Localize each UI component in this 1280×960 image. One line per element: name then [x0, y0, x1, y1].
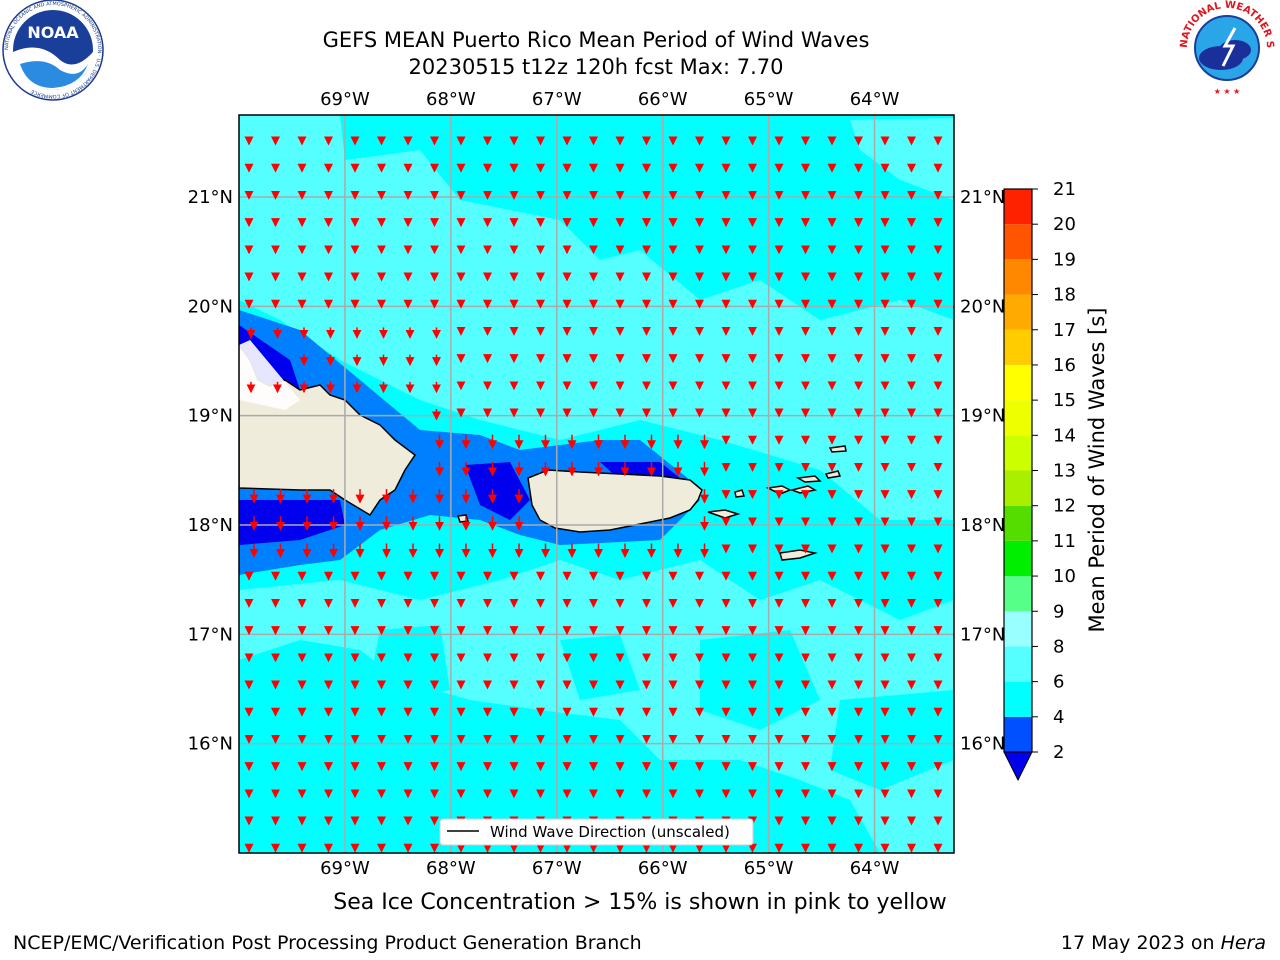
island-st-john — [789, 485, 818, 494]
colorbar-label: Mean Period of Wind Waves [s] — [1085, 307, 1109, 633]
colorbar-tick-label: 19 — [1053, 249, 1076, 270]
lat-tick-label-left: 18°N — [188, 515, 233, 536]
island-anegada — [824, 470, 842, 479]
colorbar-segment — [1004, 224, 1032, 260]
sea-ice-caption: Sea Ice Concentration > 15% is shown in … — [333, 890, 947, 915]
colorbar-segment — [1004, 505, 1032, 541]
noaa-logo: NOAA NATIONAL OCEANIC AND ATMOSPHERIC AD… — [2, 0, 104, 101]
lon-tick-label-bottom: 66°W — [638, 858, 688, 879]
colorbar-tick-label: 8 — [1053, 636, 1064, 657]
lat-tick-label-right: 18°N — [960, 515, 1005, 536]
lat-tick-label-right: 16°N — [960, 734, 1005, 755]
colorbar-tick-label: 17 — [1053, 320, 1076, 341]
lon-tick-label-bottom: 69°W — [320, 858, 370, 879]
colorbar-tick-label: 12 — [1053, 496, 1076, 517]
colorbar-segment — [1004, 576, 1032, 612]
chart-title: GEFS MEAN Puerto Rico Mean Period of Win… — [322, 28, 870, 52]
lon-tick-label-top: 69°W — [320, 89, 370, 110]
lat-tick-label-right: 19°N — [960, 406, 1005, 427]
colorbar-segment — [1004, 259, 1032, 295]
colorbar-tick-label: 6 — [1053, 672, 1064, 693]
colorbar-segment — [1004, 681, 1032, 717]
chart-subtitle: 20230515 t12z 120h fcst Max: 7.70 — [408, 55, 784, 79]
island-culebra — [734, 489, 746, 498]
colorbar-segment — [1004, 294, 1032, 330]
colorbar-segment — [1004, 189, 1032, 225]
footer-date: 17 May 2023 on Hera — [1061, 932, 1266, 954]
colorbar-tick-label: 20 — [1053, 214, 1076, 235]
colorbar-under-extension — [1003, 751, 1033, 782]
footer-machine: Hera — [1220, 932, 1266, 954]
lon-ticks-bottom: 69°W 68°W 67°W 66°W 65°W 64°W — [320, 858, 900, 879]
colorbar-segment — [1004, 400, 1032, 436]
colorbar-segment — [1004, 646, 1032, 682]
colorbar-tick-label: 10 — [1053, 566, 1076, 587]
colorbar-segment — [1004, 364, 1032, 401]
noaa-logo-text: NOAA — [27, 23, 79, 42]
lon-tick-label-top: 67°W — [532, 89, 582, 110]
footer-date-text: 17 May 2023 on — [1060, 932, 1221, 954]
colorbar-segment — [1004, 611, 1032, 647]
colorbar-tick-label: 2 — [1053, 742, 1064, 763]
colorbar-tick-label: 18 — [1053, 285, 1076, 306]
island-sombrero — [828, 445, 847, 453]
colorbar-segment — [1004, 470, 1032, 506]
colorbar-segment — [1004, 716, 1032, 752]
nws-logo: NATIONAL WEATHER SERVICE ★ ★ ★ — [1175, 0, 1275, 96]
colorbar: 2 4 6 8 9 10 11 12 13 14 15 16 17 18 19 20 21 — [1003, 179, 1076, 782]
colorbar-segment — [1004, 329, 1032, 365]
lon-tick-label-top: 65°W — [744, 89, 794, 110]
lon-tick-label-bottom: 65°W — [744, 858, 794, 879]
lon-tick-label-bottom: 64°W — [850, 858, 900, 879]
lat-tick-label-left: 20°N — [188, 296, 233, 317]
map-panel — [239, 115, 954, 853]
colorbar-tick-label: 9 — [1053, 601, 1064, 622]
lon-tick-label-bottom: 68°W — [426, 858, 476, 879]
colorbar-tick-label: 11 — [1053, 531, 1076, 552]
lon-tick-label-top: 66°W — [638, 89, 688, 110]
lat-tick-label-right: 17°N — [960, 624, 1005, 645]
map-frame — [238, 114, 955, 854]
colorbar-tick-label: 21 — [1053, 179, 1076, 200]
lat-tick-label-left: 21°N — [188, 187, 233, 208]
map-legend: Wind Wave Direction (unscaled) — [439, 818, 754, 846]
lat-ticks-right: 21°N 20°N 19°N 18°N 17°N 16°N — [960, 187, 1005, 755]
lat-tick-label-left: 19°N — [188, 406, 233, 427]
island-tortola — [795, 475, 822, 483]
lat-tick-label-right: 21°N — [960, 187, 1005, 208]
svg-text:★ ★ ★: ★ ★ ★ — [1214, 87, 1241, 96]
lon-tick-label-bottom: 67°W — [532, 858, 582, 879]
island-vieques — [707, 509, 741, 519]
colorbar-tick-label: 15 — [1053, 390, 1076, 411]
legend-label: Wind Wave Direction (unscaled) — [490, 823, 730, 841]
colorbar-tick-label: 4 — [1053, 707, 1064, 728]
lon-tick-label-top: 68°W — [426, 89, 476, 110]
lat-ticks-left: 21°N 20°N 19°N 18°N 17°N 16°N — [188, 187, 233, 755]
colorbar-segment — [1004, 435, 1032, 471]
footer-branch: NCEP/EMC/Verification Post Processing Pr… — [13, 932, 642, 954]
lat-tick-label-right: 20°N — [960, 296, 1005, 317]
lon-tick-label-top: 64°W — [850, 89, 900, 110]
colorbar-segment — [1004, 540, 1032, 577]
wind-wave-arrows — [244, 136, 943, 853]
colorbar-tick-label: 14 — [1053, 425, 1076, 446]
colorbar-tick-label: 13 — [1053, 461, 1076, 482]
lat-tick-label-left: 16°N — [188, 734, 233, 755]
lon-ticks-top: 69°W 68°W 67°W 66°W 65°W 64°W — [320, 89, 900, 110]
lat-tick-label-left: 17°N — [188, 624, 233, 645]
colorbar-tick-label: 16 — [1053, 355, 1076, 376]
